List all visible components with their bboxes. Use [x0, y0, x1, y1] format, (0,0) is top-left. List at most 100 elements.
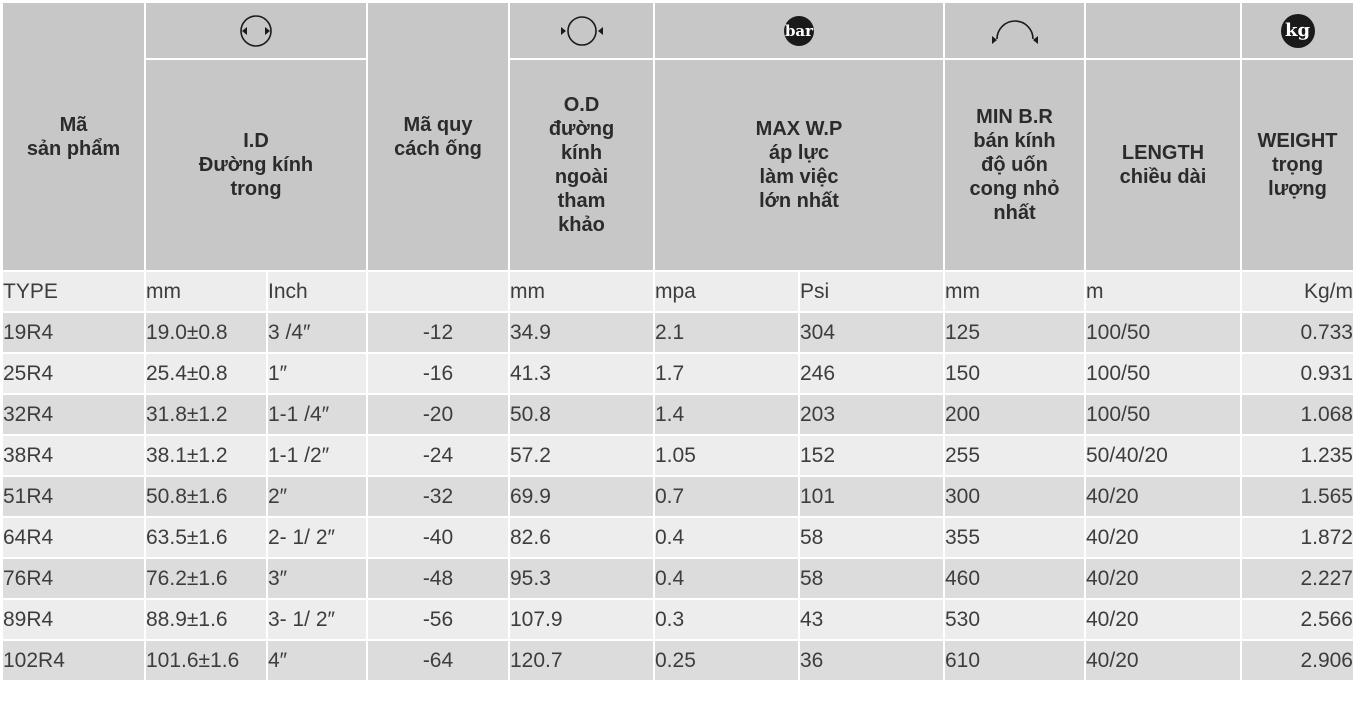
table-cell: 2- 1/ 2″ — [268, 518, 368, 559]
table-row: 25R4 25.4±0.8 1″ -16 41.3 1.7 246 150 100/50 0.93… — [3, 354, 1353, 395]
table-cell: 304 — [800, 313, 945, 354]
table-cell: 1-1 /2″ — [268, 436, 368, 477]
unit-cell: mm — [945, 272, 1086, 313]
table-cell: 40/20 — [1086, 641, 1242, 682]
table-cell: 36 — [800, 641, 945, 682]
table-cell: 1.4 — [655, 395, 800, 436]
table-cell: 88.9±1.6 — [146, 600, 268, 641]
table-cell: -64 — [368, 641, 510, 682]
table-row: 38R4 38.1±1.2 1-1 /2″ -24 57.2 1.05 152 255 50/4… — [3, 436, 1353, 477]
table-cell: 63.5±1.6 — [146, 518, 268, 559]
table-row: 51R4 50.8±1.6 2″ -32 69.9 0.7 101 300 40/20 1.565 — [3, 477, 1353, 518]
table-cell: 1.235 — [1242, 436, 1353, 477]
table-cell: 50.8±1.6 — [146, 477, 268, 518]
unit-cell: Psi — [800, 272, 945, 313]
table-cell: -12 — [368, 313, 510, 354]
table-cell: -56 — [368, 600, 510, 641]
header-product-code: Mã sản phẩm — [3, 3, 146, 272]
table-cell: 76R4 — [3, 559, 146, 600]
table-cell: 57.2 — [510, 436, 655, 477]
table-cell: 2.227 — [1242, 559, 1353, 600]
table-cell: 43 — [800, 600, 945, 641]
table-cell: 58 — [800, 518, 945, 559]
weight-badge-icon: kg — [1280, 13, 1315, 48]
header-outer-diameter: O.D đường kính ngoài tham khảo — [510, 60, 655, 272]
table-cell: 0.931 — [1242, 354, 1353, 395]
table-cell: 1.872 — [1242, 518, 1353, 559]
unit-cell: mm — [146, 272, 268, 313]
header-max-working-pressure: MAX W.P áp lực làm việc lớn nhất — [655, 60, 945, 272]
units-row: TYPE mm Inch mm mpa Psi mm m Kg/m — [3, 272, 1353, 313]
table-cell: 82.6 — [510, 518, 655, 559]
table-cell: 0.7 — [655, 477, 800, 518]
unit-cell: mpa — [655, 272, 800, 313]
table-row: 76R4 76.2±1.6 3″ -48 95.3 0.4 58 460 40/20 2.227 — [3, 559, 1353, 600]
table-cell: 0.3 — [655, 600, 800, 641]
table-cell: -32 — [368, 477, 510, 518]
table-cell: 200 — [945, 395, 1086, 436]
table-cell: 89R4 — [3, 600, 146, 641]
unit-cell: TYPE — [3, 272, 146, 313]
table-cell: 58 — [800, 559, 945, 600]
table-cell: 38R4 — [3, 436, 146, 477]
table-cell: -24 — [368, 436, 510, 477]
table-cell: 41.3 — [510, 354, 655, 395]
header-wp-icon-cell: bar — [655, 3, 945, 60]
table-cell: 64R4 — [3, 518, 146, 559]
table-cell: 300 — [945, 477, 1086, 518]
table-cell: 0.4 — [655, 518, 800, 559]
table-cell: 51R4 — [3, 477, 146, 518]
outer-diameter-icon — [560, 15, 603, 46]
table-cell: 2.1 — [655, 313, 800, 354]
header-length: LENGTH chiều dài — [1086, 60, 1242, 272]
table-cell: 95.3 — [510, 559, 655, 600]
table-cell: 1.7 — [655, 354, 800, 395]
table-cell: 100/50 — [1086, 313, 1242, 354]
header-inner-diameter: I.D Đường kính trong — [146, 60, 368, 272]
table-cell: 34.9 — [510, 313, 655, 354]
table-cell: 40/20 — [1086, 518, 1242, 559]
table-cell: 69.9 — [510, 477, 655, 518]
inner-diameter-icon — [240, 14, 272, 47]
header-weight: WEIGHT trọng lượng — [1242, 60, 1353, 272]
unit-cell: mm — [510, 272, 655, 313]
table-cell: 1.565 — [1242, 477, 1353, 518]
header-weight-icon-cell: kg — [1242, 3, 1353, 60]
table-cell: 4″ — [268, 641, 368, 682]
table-cell: 19.0±0.8 — [146, 313, 268, 354]
table-cell: 203 — [800, 395, 945, 436]
table-cell: -40 — [368, 518, 510, 559]
table-cell: 1.068 — [1242, 395, 1353, 436]
table-cell: 2″ — [268, 477, 368, 518]
unit-cell: m — [1086, 272, 1242, 313]
table-cell: 31.8±1.2 — [146, 395, 268, 436]
table-cell: 100/50 — [1086, 354, 1242, 395]
table-cell: -20 — [368, 395, 510, 436]
table-row: 89R4 88.9±1.6 3- 1/ 2″ -56 107.9 0.3 43 530 40/2… — [3, 600, 1353, 641]
header-min-bend-radius: MIN B.R bán kính độ uốn cong nhỏ nhất — [945, 60, 1086, 272]
table-cell: 40/20 — [1086, 559, 1242, 600]
unit-cell: Inch — [268, 272, 368, 313]
table-cell: 32R4 — [3, 395, 146, 436]
table-row: 32R4 31.8±1.2 1-1 /4″ -20 50.8 1.4 203 200 100/5… — [3, 395, 1353, 436]
table-row: 64R4 63.5±1.6 2- 1/ 2″ -40 82.6 0.4 58 355 40/20… — [3, 518, 1353, 559]
table-cell: 152 — [800, 436, 945, 477]
table-cell: 19R4 — [3, 313, 146, 354]
table-cell: 2.906 — [1242, 641, 1353, 682]
header-length-icon-cell — [1086, 3, 1242, 60]
table-cell: 2.566 — [1242, 600, 1353, 641]
table-cell: 255 — [945, 436, 1086, 477]
table-cell: 0.4 — [655, 559, 800, 600]
bend-radius-icon — [991, 19, 1038, 44]
table-cell: 38.1±1.2 — [146, 436, 268, 477]
table-cell: 50/40/20 — [1086, 436, 1242, 477]
unit-cell — [368, 272, 510, 313]
table-cell: 3″ — [268, 559, 368, 600]
table-cell: 125 — [945, 313, 1086, 354]
hose-spec-table: Mã sản phẩm Mã quy cách ống — [3, 3, 1353, 682]
table-cell: 102R4 — [3, 641, 146, 682]
table-cell: 25R4 — [3, 354, 146, 395]
table-cell: 101 — [800, 477, 945, 518]
header-id-icon-cell — [146, 3, 368, 60]
table-cell: 40/20 — [1086, 477, 1242, 518]
